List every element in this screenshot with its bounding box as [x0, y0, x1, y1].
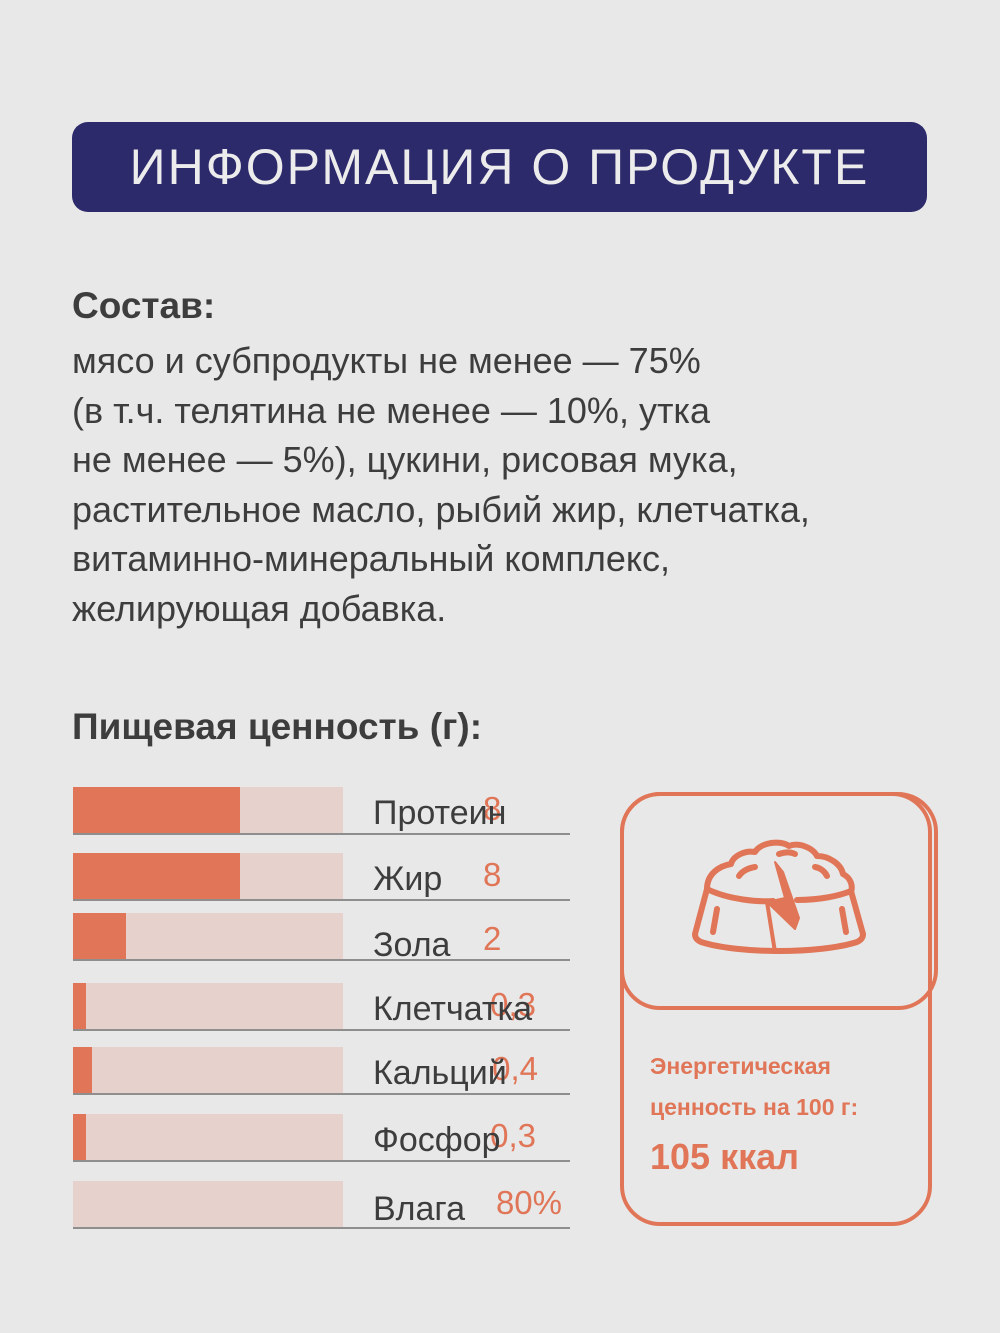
- bar-track: [73, 1047, 343, 1093]
- nutrient-label: Зола: [373, 926, 451, 964]
- energy-card: Энергетическая ценность на 100 г: 105 кк…: [620, 792, 938, 1226]
- bar-fill: [73, 1047, 92, 1093]
- bar-value: 0,3: [490, 986, 536, 1023]
- bar-fill: [73, 787, 240, 833]
- composition-text: мясо и субпродукты не менее — 75% (в т.ч…: [72, 336, 952, 633]
- nutrient-row-moisture: 80% Влага: [73, 1181, 570, 1229]
- nutrient-label: Влага: [373, 1190, 465, 1228]
- energy-label-line1: Энергетическая: [650, 1053, 831, 1079]
- composition-line: мясо и субпродукты не менее — 75%: [72, 340, 701, 381]
- composition-line: витаминно-минеральный комплекс,: [72, 538, 671, 579]
- food-bowl-energy-icon: [692, 839, 866, 954]
- nutrient-row-phosphorus: 0,3 Фосфор: [73, 1114, 570, 1162]
- bar-value: 8: [483, 790, 502, 827]
- nutrient-row-ash: 2 Зола: [73, 913, 570, 964]
- page-title: ИНФОРМАЦИЯ О ПРОДУКТЕ: [129, 139, 870, 195]
- composition-line: не менее — 5%), цукини, рисовая мука,: [72, 439, 738, 480]
- bar-track: [73, 983, 343, 1029]
- composition-line: желирующая добавка.: [72, 587, 447, 629]
- nutrient-label: Жир: [373, 860, 443, 898]
- nutrient-row-fat: 8 Жир: [73, 853, 570, 901]
- bar-value: 0,3: [490, 1117, 536, 1154]
- bar-fill: [73, 1114, 86, 1160]
- composition-line: растительное масло, рыбий жир, клетчатка…: [72, 488, 810, 530]
- bar-track: [73, 1181, 343, 1227]
- composition-heading: Состав:: [72, 285, 216, 326]
- title-banner: ИНФОРМАЦИЯ О ПРОДУКТЕ: [72, 122, 927, 212]
- bar-track: [73, 1114, 343, 1160]
- bar-fill: [73, 853, 240, 899]
- icon-box: [620, 792, 938, 1010]
- nutrient-label: Фосфор: [373, 1121, 501, 1159]
- nutrient-label: Клетчатка: [373, 990, 532, 1028]
- bar-value: 8: [483, 856, 502, 893]
- nutrient-row-protein: 8 Протеин: [73, 787, 570, 835]
- nutrient-label: Кальций: [373, 1054, 507, 1092]
- energy-label-line2: ценность на 100 г:: [650, 1094, 859, 1120]
- nutrition-heading: Пищевая ценность (г):: [72, 706, 483, 747]
- bar-value: 0,4: [492, 1050, 538, 1087]
- bar-value: 2: [483, 920, 502, 957]
- energy-value: 105 ккал: [650, 1136, 799, 1177]
- bar-fill: [73, 913, 126, 959]
- composition-line: (в т.ч. телятина не менее — 10%, утка: [72, 389, 710, 431]
- nutrient-row-fiber: 0,3 Клетчатка: [73, 983, 570, 1031]
- nutrient-label: Протеин: [373, 794, 507, 832]
- energy-label: Энергетическая ценность на 100 г:: [650, 1046, 858, 1128]
- nutrient-row-calcium: 0,4 Кальций: [73, 1047, 570, 1095]
- bar-value: 80%: [495, 1184, 562, 1221]
- bar-fill: [73, 983, 86, 1029]
